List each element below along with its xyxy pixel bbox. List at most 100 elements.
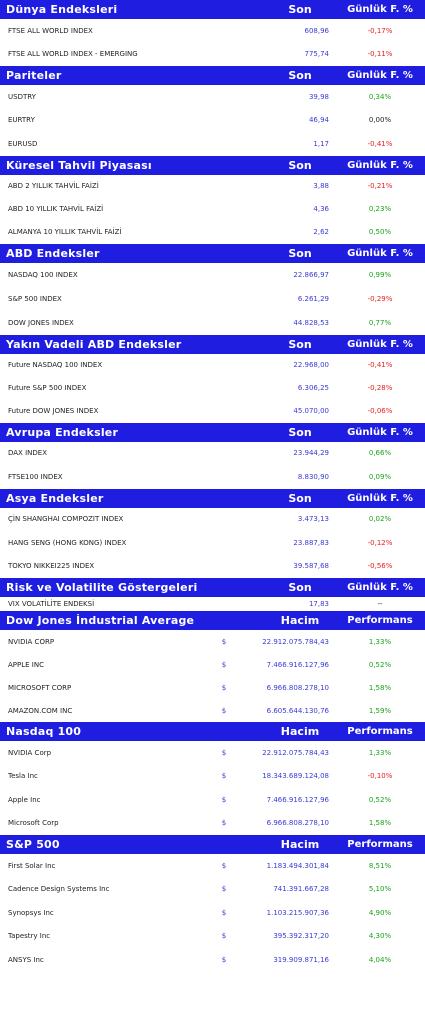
column-header-change: Günlük F. % [347,338,413,350]
table-row[interactable]: Microsoft Corp $6.966.808.278,10 1,58% [0,812,425,836]
table-row[interactable]: NVIDIA Corp $22.912.075.784,43 1,33% [0,741,425,765]
instrument-name: Apple Inc [8,795,41,804]
column-header-value: Hacim [280,725,320,738]
table-row[interactable]: MICROSOFT CORP $6.966.808.278,10 1,58% [0,676,425,699]
currency-symbol: $ [221,908,227,917]
performance-value: 1,58% [368,683,392,692]
volume-value: 7.466.916.127,96 [266,795,329,804]
instrument-name: EURTRY [8,116,35,125]
instrument-name: ALMANYA 10 YILLIK TAHVİL FAİZİ [8,228,122,236]
performance-value: 1,58% [368,819,392,828]
last-value: 1,17 [313,139,329,148]
table-row[interactable]: ABD 2 YILLIK TAHVİL FAİZİ 3,88 -0,21% [0,175,425,198]
instrument-name: EURUSD [8,139,38,148]
section-title: Pariteler [6,69,62,82]
table-row[interactable]: S&P 500 INDEX 6.261,29 -0,29% [0,287,425,311]
table-row[interactable]: DOW JONES INDEX 44.828,53 0,77% [0,311,425,335]
instrument-name: Microsoft Corp [8,819,59,828]
performance-value: 0,52% [368,795,392,804]
last-value: 608,96 [304,26,330,35]
instrument-name: APPLE INC [8,660,44,669]
section-header: Asya Endeksler Son Günlük F. % [0,488,425,508]
currency-symbol: $ [221,861,227,870]
section-nasdaq-100: Nasdaq 100 Hacim Performans NVIDIA Corp $22.… [0,722,425,835]
table-row[interactable]: Tesla Inc $18.343.689.124,08 -0,10% [0,765,425,789]
section-title: Avrupa Endeksler [6,425,119,439]
instrument-name: VIX VOLATİLİTE ENDEKSİ [8,600,95,608]
column-header-value: Son [288,246,312,260]
last-value: 6.306,25 [297,384,329,392]
table-row[interactable]: VIX VOLATİLİTE ENDEKSİ 17,83 -- [0,597,425,611]
table-row[interactable]: Future S&P 500 INDEX 6.306,25 -0,28% [0,377,425,400]
currency-symbol: $ [221,819,227,828]
table-row[interactable]: ABD 10 YILLIK TAHVİL FAİZİ 4,36 0,23% [0,198,425,221]
volume-value: 1.103.215.907,36 [266,908,329,917]
performance-value: 1,33% [368,748,392,757]
column-header-value: Son [288,425,312,439]
table-row[interactable]: Tapestry Inc $395.392.317,20 4,30% [0,925,425,949]
column-header-change: Günlük F. % [347,159,413,171]
table-row[interactable]: EURUSD 1,17 -0,41% [0,132,425,156]
section-d-nya-endeksleri: Dünya Endeksleri Son Günlük F. % FTSE ALL W… [0,0,425,66]
section-yak-n-vadeli-abd-endeksler: Yakın Vadeli ABD Endeksler Son Günlük F. %… [0,334,425,423]
table-row[interactable]: AMAZON.COM INC $6.605.644.130,76 1,59% [0,699,425,722]
last-value: 45.070,00 [293,407,329,415]
column-header-change: Performans [347,615,413,626]
table-row[interactable]: ANSYS Inc $319.909.871,16 4,04% [0,948,425,972]
table-row[interactable]: First Solar Inc $1.183.494.301,84 8,51% [0,854,425,878]
currency-symbol: $ [221,955,227,964]
table-row[interactable]: FTSE ALL WORLD INDEX - EMERGING 775,74 -0,… [0,43,425,67]
section-abd-endeksler: ABD Endeksler Son Günlük F. % NASDAQ 100 IN… [0,243,425,335]
table-row[interactable]: FTSE ALL WORLD INDEX 608,96 -0,17% [0,19,425,43]
performance-value: 1,59% [368,706,392,715]
table-row[interactable]: Apple Inc $7.466.916.127,96 0,52% [0,788,425,812]
table-row[interactable]: Future DOW JONES INDEX 45.070,00 -0,06% [0,400,425,423]
table-row[interactable]: HANG SENG (HONG KONG) INDEX 23.887,83 -0,1… [0,531,425,555]
daily-change: 0,02% [368,515,392,524]
currency-symbol: $ [221,772,227,781]
table-row[interactable]: ÇİN SHANGHAI COMPOZIT INDEX 3.473,13 0,02% [0,508,425,532]
table-row[interactable]: Future NASDAQ 100 INDEX 22.968,00 -0,41% [0,354,425,377]
performance-value: 4,30% [368,932,392,941]
last-value: 23.887,83 [293,538,329,547]
volume-value: 7.466.916.127,96 [266,660,329,669]
section-title: Risk ve Volatilite Göstergeleri [6,581,198,594]
table-row[interactable]: USDTRY 39,98 0,34% [0,85,425,109]
instrument-name: ANSYS Inc [8,955,44,964]
daily-change: -0,12% [367,538,393,547]
table-row[interactable]: EURTRY 46,94 0,00% [0,109,425,133]
column-header-value: Son [288,3,312,16]
table-row[interactable]: Synopsys Inc $1.103.215.907,36 4,90% [0,901,425,925]
column-header-value: Son [288,69,312,82]
market-tables: Dünya Endeksleri Son Günlük F. % FTSE ALL W… [0,0,425,972]
table-row[interactable]: NASDAQ 100 INDEX 22.866,97 0,99% [0,263,425,287]
table-row[interactable]: FTSE100 INDEX 8.830,90 0,09% [0,465,425,489]
table-row[interactable]: APPLE INC $7.466.916.127,96 0,52% [0,653,425,676]
volume-value: 6.966.808.278,10 [266,819,329,828]
instrument-name: MICROSOFT CORP [8,683,72,692]
daily-change: -0,28% [367,384,393,392]
instrument-name: Tesla Inc [8,772,38,781]
section-header: Pariteler Son Günlük F. % [0,66,425,85]
column-header-change: Günlük F. % [347,582,413,593]
table-row[interactable]: ALMANYA 10 YILLIK TAHVİL FAİZİ 2,62 0,50% [0,221,425,244]
instrument-name: ÇİN SHANGHAI COMPOZIT INDEX [8,515,124,524]
column-header-change: Günlük F. % [347,426,413,438]
instrument-name: Cadence Design Systems Inc [8,885,110,894]
instrument-name: FTSE ALL WORLD INDEX [8,26,93,35]
section-title: Dünya Endeksleri [6,3,118,16]
table-row[interactable]: NVIDIA CORP $22.912.075.784,43 1,33% [0,630,425,653]
instrument-name: ABD 10 YILLIK TAHVİL FAİZİ [8,205,104,213]
column-header-value: Son [288,491,312,505]
table-row[interactable]: DAX INDEX 23.944,29 0,66% [0,442,425,466]
daily-change: -0,17% [367,26,393,35]
performance-value: 5,10% [368,885,392,894]
table-row[interactable]: Cadence Design Systems Inc $741.391.667,2… [0,878,425,902]
section-header: Nasdaq 100 Hacim Performans [0,722,425,741]
section-avrupa-endeksler: Avrupa Endeksler Son Günlük F. % DAX INDEX 2… [0,422,425,489]
daily-change: 0,34% [368,92,392,101]
table-row[interactable]: TOKYO NIKKEI225 INDEX 39.587,68 -0,56% [0,555,425,579]
currency-symbol: $ [221,748,227,757]
last-value: 17,83 [308,600,329,608]
daily-change: -0,06% [367,407,393,415]
